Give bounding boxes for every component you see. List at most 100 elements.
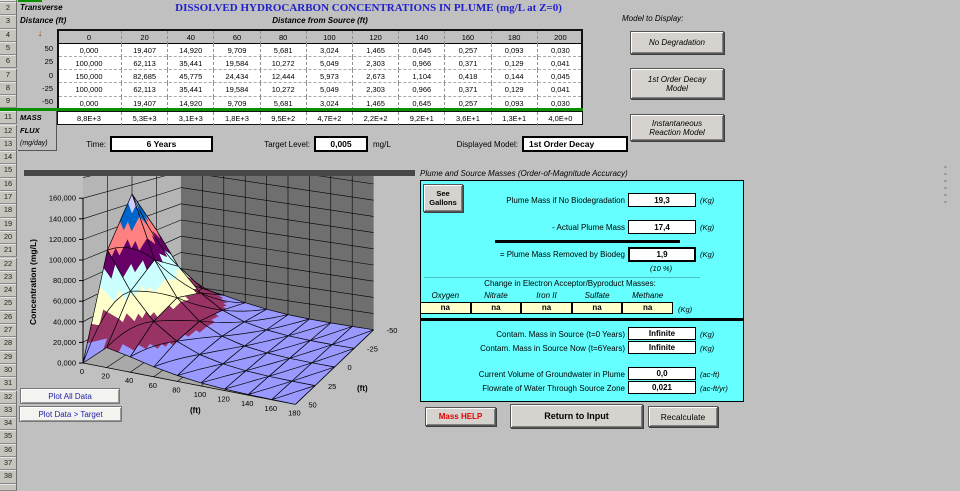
mass-help-button[interactable]: Mass HELP bbox=[425, 407, 496, 426]
table-cell[interactable]: 14,920 bbox=[167, 43, 213, 57]
table-cell[interactable]: 0,030 bbox=[536, 96, 583, 111]
row-label[interactable]: -25 bbox=[42, 83, 53, 93]
see-gallons-button[interactable]: See Gallons bbox=[423, 184, 463, 212]
column-header[interactable]: 160 bbox=[444, 30, 490, 44]
row-number[interactable]: 36 bbox=[0, 443, 17, 457]
row-label[interactable]: 50 bbox=[44, 43, 53, 53]
table-cell[interactable]: 0,000 bbox=[79, 45, 99, 55]
row-label[interactable]: -50 bbox=[42, 97, 53, 107]
table-cell[interactable]: 82,685 bbox=[121, 70, 167, 84]
table-cell[interactable]: 14,920 bbox=[167, 96, 213, 111]
table-cell[interactable]: 35,441 bbox=[167, 83, 213, 97]
table-cell[interactable]: 24,434 bbox=[213, 70, 259, 84]
row-number[interactable]: 8 bbox=[0, 81, 17, 96]
table-cell[interactable]: 0,966 bbox=[398, 56, 444, 71]
plume-mass-removed-value[interactable]: 1,9 bbox=[628, 247, 696, 262]
mass-flux-cell[interactable]: 3,6E+1 bbox=[444, 112, 490, 126]
source-mass-now-value[interactable]: Infinite bbox=[628, 341, 696, 354]
target-level-input[interactable]: 0,005 bbox=[314, 136, 368, 152]
table-cell[interactable]: 5,973 bbox=[305, 70, 352, 84]
table-cell[interactable]: 3,024 bbox=[305, 96, 352, 111]
plume-mass-nobio-value[interactable]: 19,3 bbox=[628, 193, 696, 207]
table-cell[interactable]: 0,645 bbox=[398, 43, 444, 57]
table-cell[interactable]: 0,144 bbox=[490, 70, 537, 84]
row-number[interactable]: 7 bbox=[0, 68, 17, 82]
row-number[interactable]: 37 bbox=[0, 457, 17, 471]
recalculate-button[interactable]: Recalculate bbox=[648, 406, 718, 427]
column-header[interactable]: 20 bbox=[121, 30, 167, 44]
row-number[interactable]: 17 bbox=[0, 191, 17, 205]
plot-all-data-button[interactable]: Plot All Data bbox=[20, 388, 120, 404]
table-cell[interactable]: 2,303 bbox=[352, 83, 398, 97]
table-cell[interactable]: 150,000 bbox=[75, 72, 103, 82]
table-cell[interactable]: 0,093 bbox=[490, 96, 537, 111]
column-header[interactable]: 60 bbox=[213, 30, 259, 44]
table-cell[interactable]: 3,024 bbox=[305, 43, 352, 57]
table-cell[interactable]: 0,966 bbox=[398, 83, 444, 97]
table-cell[interactable]: 5,049 bbox=[305, 83, 352, 97]
row-number[interactable]: 28 bbox=[0, 337, 17, 351]
table-cell[interactable]: 10,272 bbox=[259, 56, 306, 71]
row-number[interactable]: 30 bbox=[0, 363, 17, 378]
table-cell[interactable]: 10,272 bbox=[259, 83, 306, 97]
row-number[interactable]: 2 bbox=[0, 2, 17, 16]
mass-flux-cell[interactable]: 5,3E+3 bbox=[121, 112, 167, 126]
table-cell[interactable]: 0,030 bbox=[536, 43, 583, 57]
column-header[interactable]: 120 bbox=[352, 30, 398, 44]
table-cell[interactable]: 0,000 bbox=[79, 98, 99, 108]
mass-flux-cell[interactable]: 1,8E+3 bbox=[213, 112, 259, 126]
table-cell[interactable]: 62,113 bbox=[121, 83, 167, 97]
table-cell[interactable]: 2,303 bbox=[352, 56, 398, 71]
mass-flux-cell[interactable]: 4,7E+2 bbox=[305, 112, 352, 126]
row-number[interactable]: 12 bbox=[0, 124, 17, 138]
table-cell[interactable]: 9,709 bbox=[213, 96, 259, 111]
table-cell[interactable]: 0,371 bbox=[444, 56, 490, 71]
row-number[interactable]: 20 bbox=[0, 230, 17, 245]
flowrate-value[interactable]: 0,021 bbox=[628, 381, 696, 394]
table-cell[interactable]: 100,000 bbox=[75, 58, 103, 68]
row-number[interactable]: 26 bbox=[0, 310, 17, 324]
row-number[interactable]: 23 bbox=[0, 270, 17, 285]
table-cell[interactable]: 0,041 bbox=[536, 83, 583, 97]
row-number[interactable]: 18 bbox=[0, 204, 17, 218]
row-label[interactable]: 25 bbox=[44, 57, 53, 67]
mass-flux-cell[interactable]: 8,8E+3 bbox=[77, 114, 101, 124]
displayed-model-input[interactable]: 1st Order Decay bbox=[522, 136, 628, 152]
table-cell[interactable]: 0,371 bbox=[444, 83, 490, 97]
row-number[interactable]: 3 bbox=[0, 15, 17, 29]
row-number[interactable]: 16 bbox=[0, 177, 17, 191]
row-number[interactable]: 29 bbox=[0, 350, 17, 364]
row-number[interactable]: 38 bbox=[0, 470, 17, 484]
table-cell[interactable]: 1,104 bbox=[398, 70, 444, 84]
row-label[interactable]: 0 bbox=[48, 70, 53, 80]
table-cell[interactable]: 1,465 bbox=[352, 96, 398, 111]
row-number[interactable]: 19 bbox=[0, 217, 17, 231]
table-cell[interactable]: 12,444 bbox=[259, 70, 306, 84]
return-to-input-button[interactable]: Return to Input bbox=[510, 404, 643, 428]
mass-flux-cell[interactable]: 9,2E+1 bbox=[398, 112, 444, 126]
acceptor-value-cell[interactable]: na bbox=[420, 302, 471, 314]
plot-data-target-button[interactable]: Plot Data > Target bbox=[19, 406, 122, 422]
row-number[interactable]: 9 bbox=[0, 95, 17, 109]
actual-plume-mass-value[interactable]: 17,4 bbox=[628, 220, 696, 234]
table-cell[interactable]: 0,257 bbox=[444, 43, 490, 57]
table-cell[interactable]: 5,049 bbox=[305, 56, 352, 71]
table-cell[interactable]: 0,093 bbox=[490, 43, 537, 57]
mass-flux-cell[interactable]: 3,1E+3 bbox=[167, 112, 213, 126]
no-degradation-button[interactable]: No Degradation bbox=[630, 31, 724, 54]
column-header[interactable]: 40 bbox=[167, 30, 213, 44]
row-number[interactable]: 4 bbox=[0, 28, 17, 42]
column-header[interactable]: 200 bbox=[536, 30, 583, 44]
row-number[interactable]: 31 bbox=[0, 377, 17, 391]
row-number[interactable]: 11 bbox=[0, 111, 17, 125]
first-order-decay-button[interactable]: 1st Order Decay Model bbox=[630, 68, 724, 99]
acceptor-value-cell[interactable]: na bbox=[521, 302, 572, 314]
table-cell[interactable]: 1,465 bbox=[352, 43, 398, 57]
row-number[interactable]: 24 bbox=[0, 284, 17, 298]
table-cell[interactable]: 0,129 bbox=[490, 83, 537, 97]
mass-flux-cell[interactable]: 1,3E+1 bbox=[490, 112, 537, 126]
table-cell[interactable]: 45,775 bbox=[167, 70, 213, 84]
row-number[interactable]: 34 bbox=[0, 417, 17, 431]
table-cell[interactable]: 62,113 bbox=[121, 56, 167, 71]
table-cell[interactable]: 0,645 bbox=[398, 96, 444, 111]
